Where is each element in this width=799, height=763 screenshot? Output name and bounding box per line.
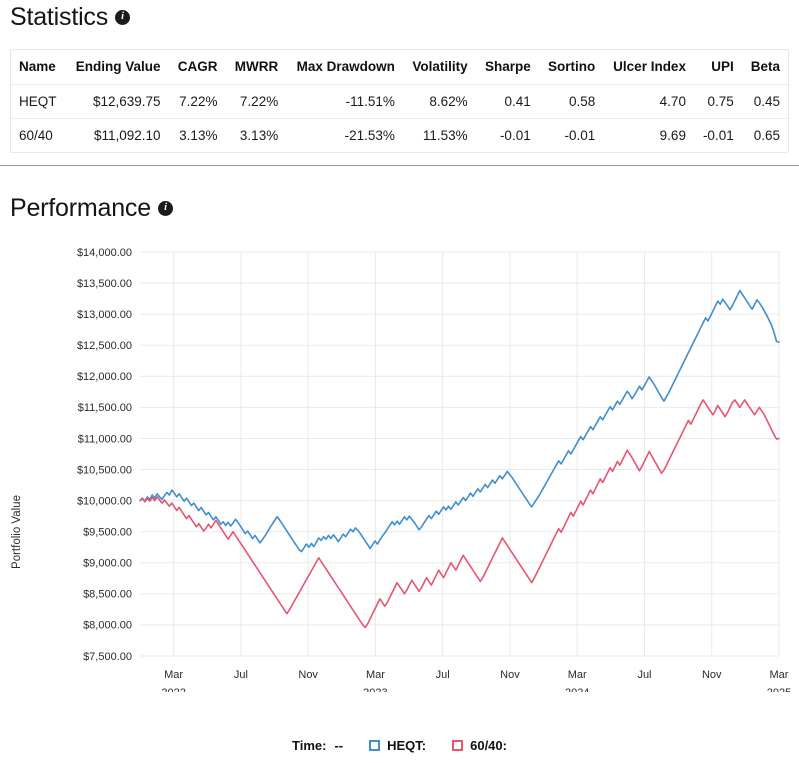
table-header: Name Ending Value CAGR MWRR Max Drawdown…	[11, 50, 788, 85]
column-header-mwrr[interactable]: MWRR	[225, 50, 287, 85]
cell-beta: 0.65	[753, 128, 780, 143]
column-header-sortino[interactable]: Sortino	[538, 50, 604, 85]
statistics-title: Statistics	[10, 3, 109, 31]
x-axis-tick-label-year: 2022	[161, 687, 185, 692]
table-body: HEQT $12,639.75 7.22% 7.22% -11.51% 8.62…	[11, 84, 788, 153]
info-icon[interactable]: i	[157, 201, 173, 216]
cell-sharpe: 0.41	[475, 84, 539, 119]
column-header-max-drawdown[interactable]: Max Drawdown	[286, 50, 403, 85]
y-axis-tick-label: $12,500.00	[77, 340, 132, 352]
y-axis-tick-label: $10,500.00	[77, 464, 132, 476]
y-axis-tick-label: $13,500.00	[77, 278, 132, 290]
cell-sortino: -0.01	[564, 128, 596, 143]
legend-label-heqt: HEQT:	[387, 738, 427, 753]
legend-item-heqt[interactable]: HEQT:	[369, 738, 426, 753]
cell-upi: 0.75	[693, 84, 742, 119]
cell-sharpe: -0.01	[499, 128, 531, 143]
legend-time-label: Time:	[292, 738, 327, 753]
column-header-upi[interactable]: UPI	[693, 50, 742, 85]
cell-mwrr: 3.13%	[239, 128, 279, 143]
info-icon[interactable]: i	[115, 10, 131, 25]
chart-series-lines	[139, 289, 780, 629]
cell-ulcer-index: 9.69	[659, 128, 686, 143]
x-axis-tick-label-month: Mar	[164, 669, 183, 681]
performance-heading: Performance i	[10, 196, 173, 221]
column-header-sharpe[interactable]: Sharpe	[475, 50, 539, 85]
chart-gridlines	[140, 251, 780, 657]
column-header-volatility[interactable]: Volatility	[402, 50, 476, 85]
cell-max-drawdown: -21.53%	[344, 128, 395, 143]
x-axis-tick-label-month: Jul	[234, 669, 248, 681]
statistics-table-container: Name Ending Value CAGR MWRR Max Drawdown…	[10, 49, 789, 153]
legend-item-6040[interactable]: 60/40:	[452, 738, 507, 753]
cell-cagr: 3.13%	[179, 128, 218, 143]
x-axis-tick-label-month: Mar	[366, 669, 385, 681]
y-axis-tick-label: $9,500.00	[83, 526, 132, 538]
y-axis-tick-label: $8,500.00	[83, 589, 132, 601]
cell-volatility: 8.62%	[402, 84, 476, 119]
y-axis-tick-label: $7,500.00	[83, 651, 132, 663]
x-axis-tick-label-year: 2024	[565, 687, 589, 692]
x-axis-tick-label-month: Jul	[436, 669, 450, 681]
table-row: HEQT $12,639.75 7.22% 7.22% -11.51% 8.62…	[11, 84, 788, 119]
y-axis-label: Portfolio Value	[11, 495, 23, 569]
performance-chart[interactable]: $14,000.00 $13,500.00 $13,000.00 $12,500.00…	[0, 232, 799, 692]
x-axis-tick-label-month: Nov	[298, 669, 318, 681]
column-header-beta[interactable]: Beta	[741, 50, 788, 85]
column-header-name[interactable]: Name	[11, 50, 66, 85]
legend-swatch-icon[interactable]	[452, 740, 464, 751]
legend-label-6040: 60/40:	[470, 738, 507, 753]
y-axis-tick-label: $12,000.00	[77, 371, 132, 383]
x-axis-tick-label-month: Jul	[637, 669, 651, 681]
cell-max-drawdown: -11.51%	[286, 84, 403, 119]
y-axis-tick-label: $9,000.00	[83, 558, 132, 570]
y-axis-tick-label: $11,000.00	[78, 433, 132, 445]
column-header-ulcer-index[interactable]: Ulcer Index	[603, 50, 694, 85]
cell-volatility: 11.53%	[422, 128, 468, 143]
cell-name: 60/40	[19, 128, 53, 143]
x-axis-tick-label-year: 2023	[363, 687, 387, 692]
performance-title: Performance	[10, 194, 151, 222]
chart-y-axis-ticks: $14,000.00 $13,500.00 $13,000.00 $12,500.00…	[77, 247, 132, 663]
chart-x-axis-ticks: Mar 2022 Jul Nov Mar 2023 Jul Nov Mar 2024 Jul Nov M…	[161, 669, 791, 692]
cell-beta: 0.45	[741, 84, 788, 119]
legend-time-value: --	[334, 738, 344, 753]
legend-time: Time: --	[292, 738, 343, 753]
y-axis-tick-label: $14,000.00	[77, 247, 132, 259]
x-axis-tick-label-month: Mar	[770, 669, 789, 681]
cell-ending-value: $11,092.10	[93, 128, 161, 143]
legend-swatch-icon[interactable]	[369, 740, 381, 751]
column-header-cagr[interactable]: CAGR	[168, 50, 226, 85]
performance-chart-svg[interactable]: $14,000.00 $13,500.00 $13,000.00 $12,500.00…	[0, 232, 799, 692]
table-row: 60/40 $11,092.10 3.13% 3.13% -21.53% 11.…	[11, 119, 788, 153]
y-axis-tick-label: $10,000.00	[77, 495, 132, 507]
cell-name: HEQT	[11, 84, 66, 119]
cell-ulcer-index: 4.70	[603, 84, 694, 119]
x-axis-tick-label-month: Mar	[568, 669, 587, 681]
x-axis-tick-label-month: Nov	[500, 669, 520, 681]
x-axis-tick-label-year: 2025	[767, 687, 791, 692]
section-divider	[0, 165, 799, 166]
y-axis-tick-label: $8,000.00	[83, 620, 132, 632]
cell-cagr: 7.22%	[168, 84, 226, 119]
chart-line-heqt	[139, 289, 780, 553]
x-axis-tick-label-month: Nov	[702, 669, 722, 681]
cell-ending-value: $12,639.75	[65, 84, 169, 119]
chart-legend: Time: -- HEQT: 60/40:	[0, 738, 799, 753]
table-header-row: Name Ending Value CAGR MWRR Max Drawdown…	[11, 50, 788, 85]
y-axis-tick-label: $13,000.00	[77, 309, 132, 321]
chart-line-60-40	[139, 399, 780, 629]
cell-mwrr: 7.22%	[225, 84, 287, 119]
cell-upi: -0.01	[702, 128, 734, 143]
cell-sortino: 0.58	[538, 84, 604, 119]
statistics-table: Name Ending Value CAGR MWRR Max Drawdown…	[11, 50, 788, 152]
statistics-heading: Statistics i	[10, 3, 131, 31]
column-header-ending-value[interactable]: Ending Value	[65, 50, 169, 85]
y-axis-tick-label: $11,500.00	[78, 402, 132, 414]
